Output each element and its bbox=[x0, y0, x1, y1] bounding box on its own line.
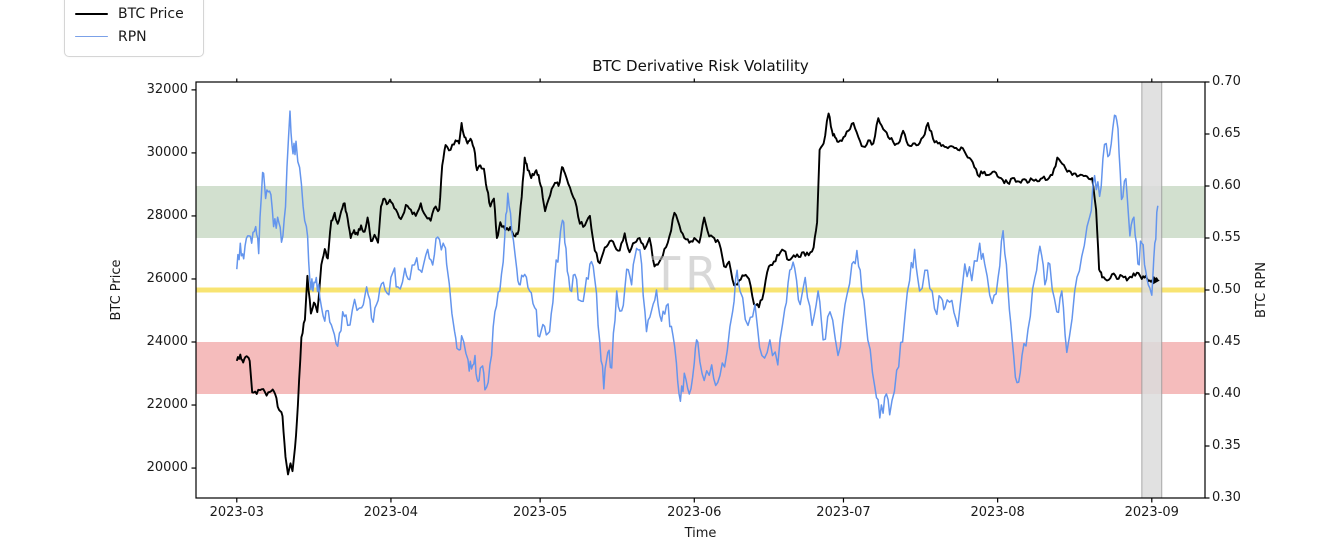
y-axis-label-left: BTC Price bbox=[109, 259, 124, 321]
x-tick-label: 2023-03 bbox=[209, 505, 264, 520]
y-right-tick-label: 0.35 bbox=[1212, 438, 1241, 453]
threshold-line bbox=[196, 287, 1205, 293]
y-right-tick-label: 0.70 bbox=[1212, 74, 1241, 89]
btc-price-line-sample bbox=[75, 12, 108, 15]
y-right-tick-label: 0.60 bbox=[1212, 178, 1241, 193]
btc-price-line bbox=[235, 112, 1159, 476]
y-left-tick-label: 28000 bbox=[146, 207, 188, 223]
band-green-zone bbox=[196, 186, 1205, 238]
x-tick-label: 2023-05 bbox=[512, 505, 568, 520]
y-left-tick-label: 30000 bbox=[146, 144, 188, 160]
y-right-tick-label: 0.45 bbox=[1212, 334, 1241, 349]
y-left-tick-label: 26000 bbox=[146, 270, 188, 286]
x-tick-label: 2023-04 bbox=[363, 505, 419, 520]
y-right-tick-label: 0.30 bbox=[1212, 490, 1241, 505]
y-left-tick-label: 20000 bbox=[146, 460, 188, 476]
y-left-tick-label: 32000 bbox=[146, 81, 188, 97]
legend-item-btc-price: BTC Price bbox=[75, 2, 193, 25]
watermark: TR bbox=[652, 247, 723, 301]
btc-line-end-marker bbox=[1152, 276, 1160, 285]
legend-label-rpn: RPN bbox=[118, 28, 147, 45]
y-left-tick-label: 22000 bbox=[146, 397, 188, 413]
y-right-tick-label: 0.55 bbox=[1212, 230, 1241, 245]
x-tick-label: 2023-08 bbox=[970, 505, 1025, 520]
x-tick-label: 2023-06 bbox=[667, 505, 722, 520]
y-right-tick-label: 0.50 bbox=[1212, 282, 1241, 297]
legend-item-rpn: RPN bbox=[75, 25, 193, 48]
rpn-line bbox=[236, 110, 1159, 419]
legend-label-btc-price: BTC Price bbox=[118, 5, 184, 22]
chart-title: BTC Derivative Risk Volatility bbox=[592, 57, 809, 75]
legend: BTC Price RPN bbox=[64, 0, 204, 57]
rpn-line-sample bbox=[75, 36, 108, 37]
y-right-tick-label: 0.40 bbox=[1212, 386, 1241, 401]
x-tick-label: 2023-07 bbox=[816, 505, 871, 520]
y-left-tick-label: 24000 bbox=[146, 334, 188, 349]
y-axis-label-right: BTC RPN bbox=[1254, 262, 1269, 318]
y-right-tick-label: 0.65 bbox=[1212, 126, 1241, 141]
x-axis-label: Time bbox=[684, 526, 717, 541]
x-tick-label: 2023-09 bbox=[1124, 505, 1179, 520]
